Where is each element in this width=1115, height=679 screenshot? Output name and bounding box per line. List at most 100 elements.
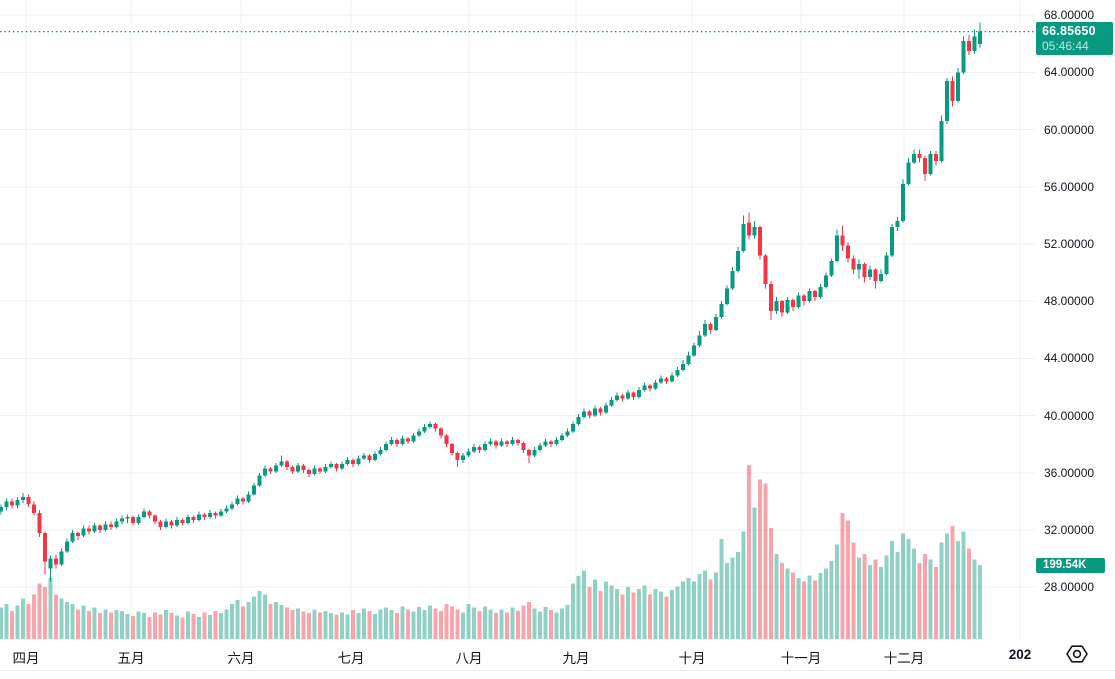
candle <box>307 469 311 475</box>
candle <box>186 517 190 523</box>
price-tick-label: 60.00000 <box>1044 122 1095 137</box>
candle <box>323 467 328 472</box>
volume-bar <box>76 609 80 639</box>
volume-bar <box>32 594 36 639</box>
volume-bar <box>87 611 91 639</box>
volume-bar <box>576 576 581 639</box>
volume-bar <box>417 607 421 639</box>
volume-bar <box>345 614 350 639</box>
volume-bar <box>224 609 229 639</box>
candle <box>840 235 845 246</box>
candle <box>351 459 355 465</box>
volume-bar <box>4 603 9 639</box>
volume-bar <box>510 607 515 639</box>
candle <box>131 517 135 523</box>
volume-bar <box>0 607 3 639</box>
volume-bar <box>439 611 443 639</box>
candle <box>499 441 504 446</box>
volume-bar <box>103 609 108 639</box>
volume-bar <box>906 539 911 639</box>
candle <box>103 524 108 530</box>
volume-bar <box>191 613 196 639</box>
candle <box>43 532 47 562</box>
price-scale[interactable]: 68.00000 64.00000 60.00000 56.00000 52.00000… <box>1035 0 1115 640</box>
volume-bar <box>708 579 713 639</box>
volume-bar <box>956 540 960 639</box>
volume-bar <box>26 603 31 639</box>
candle <box>136 517 141 523</box>
candle <box>604 405 608 413</box>
volume-bar <box>664 596 669 639</box>
volume-bar <box>362 608 366 639</box>
candle <box>114 521 119 528</box>
candle <box>686 355 691 365</box>
candle <box>532 449 537 456</box>
volume-bar <box>978 565 982 639</box>
candle <box>175 520 179 526</box>
candle <box>626 392 630 399</box>
scale-settings-icon[interactable] <box>1065 644 1089 664</box>
candle <box>791 299 795 307</box>
candle <box>340 464 344 469</box>
candle <box>763 255 768 284</box>
candle <box>950 81 955 101</box>
volume-bar <box>752 507 757 639</box>
volume-bar <box>268 603 273 639</box>
candles <box>0 22 982 582</box>
candle <box>538 445 542 450</box>
volume-bar <box>263 594 267 639</box>
volume-bar <box>862 553 867 639</box>
candle <box>389 439 394 445</box>
volume-bars <box>0 464 982 639</box>
candle <box>670 375 674 382</box>
candle <box>334 464 339 469</box>
volume-bar <box>54 594 58 639</box>
candle <box>774 301 779 312</box>
candle <box>741 224 746 252</box>
volume-bar <box>230 603 234 639</box>
volume-bar <box>186 611 190 639</box>
volume-bar <box>384 607 388 639</box>
month-label: 十一月 <box>780 651 822 666</box>
candle <box>477 447 482 450</box>
volume-bar <box>477 611 482 639</box>
candle <box>224 508 229 512</box>
month-label: 八月 <box>455 651 483 666</box>
month-label: 九月 <box>562 651 590 666</box>
candle <box>846 245 850 259</box>
volume-bar <box>791 572 795 639</box>
candle <box>285 461 289 468</box>
candle <box>884 255 889 274</box>
candle <box>362 455 366 459</box>
candle <box>967 40 971 51</box>
volume-bar <box>851 542 856 639</box>
volume-bar <box>807 575 812 639</box>
candle <box>873 269 878 282</box>
volume-bar <box>554 612 559 639</box>
candle <box>939 121 944 161</box>
volume-bar <box>587 587 592 639</box>
candle <box>87 528 91 532</box>
price-tick-label: 40.00000 <box>1044 408 1095 423</box>
volume-bar <box>219 613 223 639</box>
candle <box>576 417 581 425</box>
candle <box>4 501 9 508</box>
volume-bar <box>758 479 762 639</box>
candle <box>428 424 432 428</box>
month-label: 四月 <box>12 651 40 666</box>
time-scale[interactable]: 四月 五月 六月 七月 八月 九月 十月 十一月 十二月 202 <box>0 640 1035 679</box>
candle <box>158 521 163 528</box>
volume-bar <box>604 581 608 639</box>
candle <box>752 226 757 236</box>
candle <box>659 378 663 383</box>
candle <box>98 525 102 530</box>
volume-bar <box>411 611 416 639</box>
volume-bar <box>846 520 850 639</box>
volume-bar <box>389 610 394 639</box>
volume-bar <box>246 602 251 639</box>
volume-bar <box>208 614 212 639</box>
volume-bar <box>890 540 894 639</box>
candlestick-chart[interactable] <box>0 0 1035 640</box>
volume-bar <box>609 585 614 639</box>
volume-bar <box>21 598 25 639</box>
